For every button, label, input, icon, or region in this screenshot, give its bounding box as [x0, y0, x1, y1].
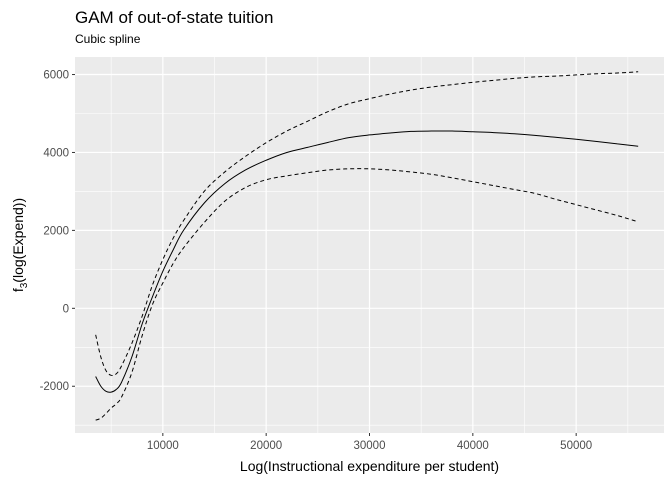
lower-band-line: [95, 168, 639, 421]
chart-title: GAM of out-of-state tuition: [75, 8, 273, 27]
y-tick-label: 2000: [43, 225, 69, 237]
major-gridlines: [75, 57, 664, 433]
x-axis-ticks: [162, 433, 577, 436]
y-axis-title-suffix: (log(Expend)): [10, 198, 26, 283]
x-axis-tick-labels: 10000 20000 30000 40000 50000: [147, 440, 592, 452]
y-axis-ticks: [72, 74, 75, 387]
x-tick-label: 20000: [250, 440, 282, 452]
x-axis-title: Log(Instructional expenditure per studen…: [240, 458, 499, 474]
y-axis-tick-labels: -2000 0 2000 4000 6000: [40, 70, 69, 394]
x-tick-label: 40000: [457, 440, 489, 452]
y-tick-label: 4000: [43, 147, 69, 159]
y-axis-title: f3(log(Expend)): [10, 198, 30, 292]
fit-line: [95, 130, 639, 393]
y-tick-label: -2000: [40, 381, 69, 393]
x-tick-label: 10000: [147, 440, 179, 452]
y-tick-label: 6000: [43, 70, 69, 82]
series-layer: [95, 71, 639, 421]
x-tick-label: 50000: [560, 440, 592, 452]
y-axis-title-subscript: 3: [19, 282, 30, 288]
chart-subtitle: Cubic spline: [75, 32, 141, 46]
y-tick-label: 0: [63, 303, 69, 315]
upper-band-line: [95, 71, 639, 377]
x-tick-label: 30000: [354, 440, 386, 452]
y-axis-title-prefix: f: [10, 288, 26, 292]
